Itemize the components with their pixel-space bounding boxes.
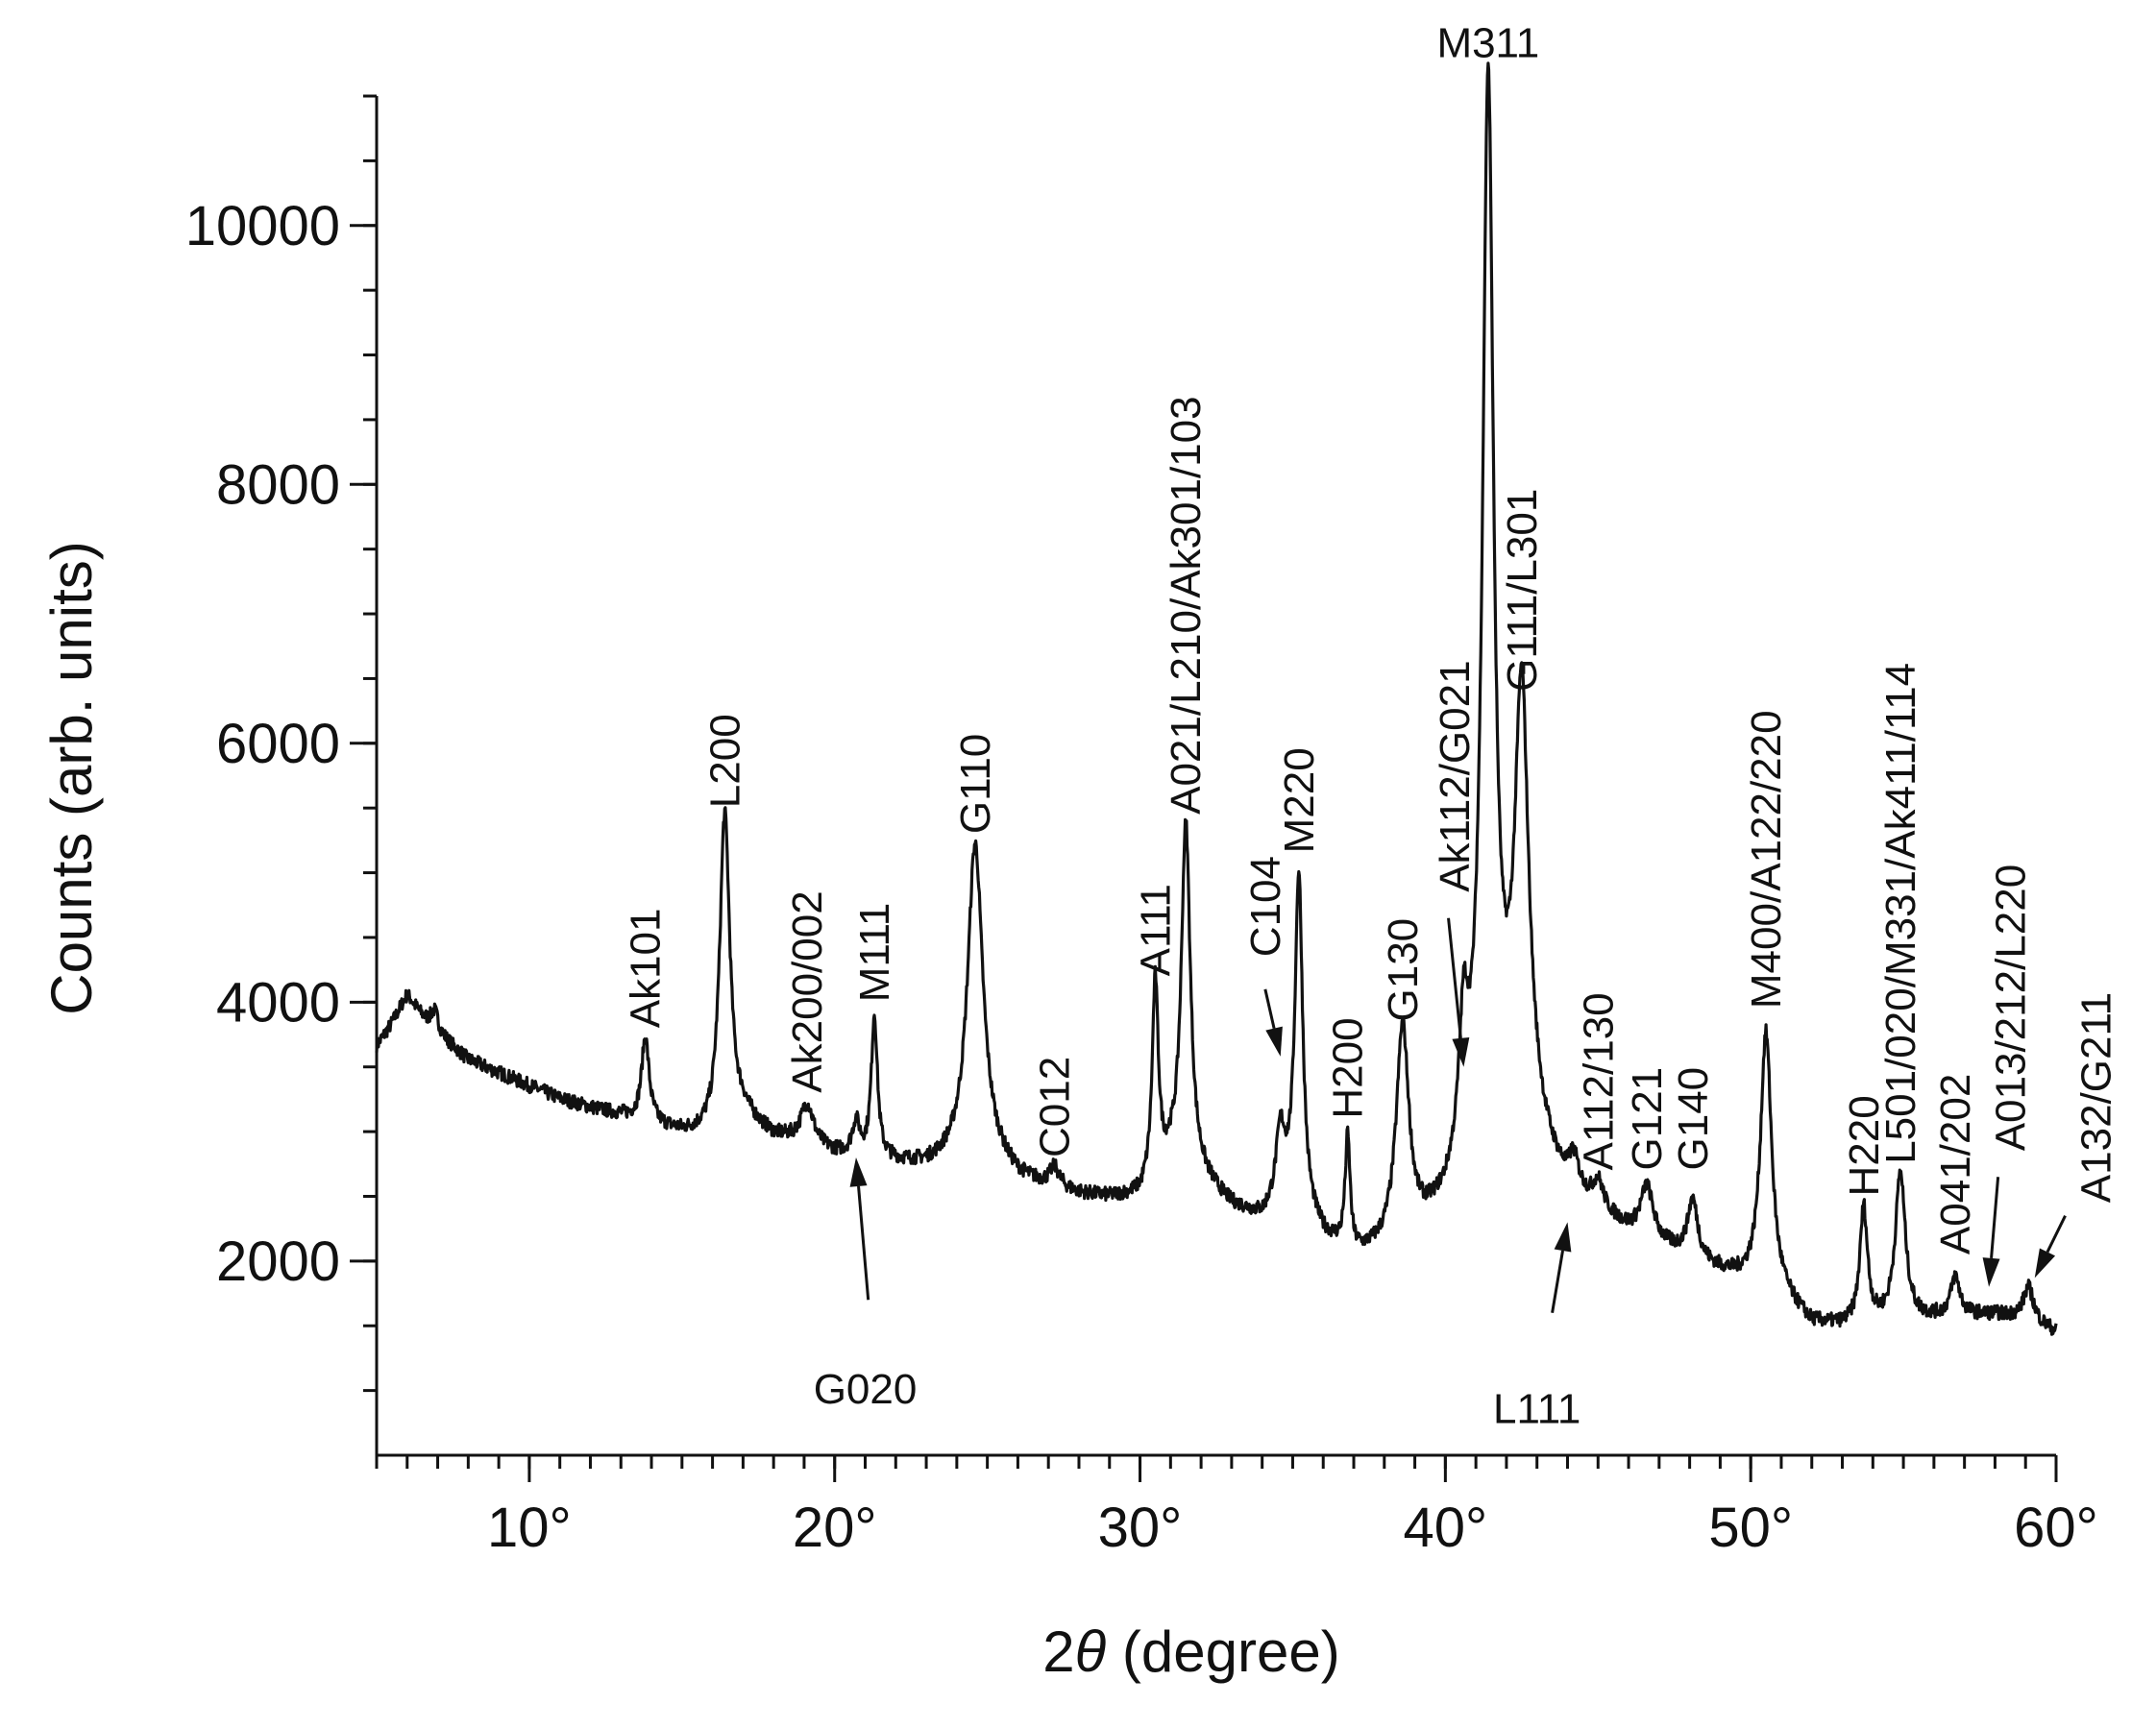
x-tick-label: 10° [487, 1497, 572, 1559]
peak-label: C012 [1032, 1057, 1079, 1157]
peak-label: M311 [1436, 20, 1539, 67]
annotation-arrow-head [1452, 1036, 1470, 1067]
y-tick-label: 2000 [216, 1230, 340, 1293]
peak-label: Ak200/002 [784, 890, 831, 1092]
y-tick-label: 10000 [185, 195, 340, 257]
y-tick-label: 4000 [216, 971, 340, 1034]
x-tick-label: 20° [793, 1497, 877, 1559]
annotation-arrow-head [1265, 1026, 1283, 1057]
annotation-arrow-line [857, 1185, 870, 1301]
x-axis-title-suffix: (degree) [1106, 1619, 1339, 1684]
theta-symbol: θ [1075, 1619, 1107, 1684]
peak-label: L200 [701, 714, 748, 808]
peak-label: M111 [851, 903, 898, 1003]
y-tick-label: 6000 [216, 713, 340, 775]
peak-label: A013/212/L220 [1987, 864, 2034, 1152]
peak-label: G020 [814, 1366, 918, 1413]
peak-annotations: Ak101 L200 Ak200/002 M111 G110 C012 A111 A021/L… [623, 20, 2120, 1433]
annotation-arrow-line [1551, 1250, 1564, 1314]
x-axis-title: 2θ (degree) [1042, 1619, 1339, 1684]
peak-label: A132/G211 [2072, 992, 2119, 1203]
annotation-arrow-head [2034, 1248, 2056, 1278]
annotation-arrow-line [1263, 988, 1276, 1030]
peak-label: L501/020/M331/Ak411/114 [1877, 663, 1924, 1164]
x-tick-label: 30° [1098, 1497, 1183, 1559]
peak-label: H220 [1841, 1095, 1888, 1196]
x-axis-title-prefix: 2 [1042, 1619, 1074, 1684]
x-tick-label: 60° [2014, 1497, 2098, 1559]
peak-label: Ak101 [623, 909, 670, 1029]
peak-label: G111/L301 [1499, 489, 1546, 692]
diffraction-pattern-line [375, 61, 2058, 1336]
y-tick-label: 8000 [216, 453, 340, 516]
peak-label: A111 [1132, 884, 1179, 976]
x-tick-label: 50° [1708, 1497, 1793, 1559]
annotation-arrow-head [1554, 1222, 1572, 1253]
peak-label: A021/L210/Ak301/103 [1163, 396, 1210, 815]
y-axis-title: Counts (arb. units) [39, 541, 104, 1015]
annotation-arrow-head [1982, 1257, 2000, 1287]
peak-label: H200 [1325, 1017, 1372, 1118]
peak-label: G130 [1380, 918, 1427, 1022]
annotation-arrow-line [1447, 917, 1462, 1039]
peak-label: A041/202 [1932, 1074, 1979, 1254]
peak-label: G121 [1624, 1067, 1671, 1171]
annotation-arrow-line [1990, 1177, 2000, 1259]
peak-label: G110 [952, 734, 999, 834]
annotation-arrow-head [849, 1157, 868, 1187]
peak-label: Ak112/G021 [1432, 660, 1479, 891]
peak-label: L111 [1493, 1385, 1580, 1432]
annotation-arrow-line [2046, 1215, 2067, 1254]
peak-label: M220 [1276, 747, 1323, 853]
peak-label: G140 [1670, 1067, 1717, 1171]
peak-label: C104 [1242, 856, 1289, 957]
x-tick-label: 40° [1404, 1497, 1488, 1559]
peak-label: A112/130 [1575, 992, 1622, 1170]
peak-label: M400/A122/220 [1743, 710, 1790, 1009]
axes: 10° 20° 30° 40° 50° 60° 2000 4000 6000 8000 10000 [185, 94, 2098, 1559]
